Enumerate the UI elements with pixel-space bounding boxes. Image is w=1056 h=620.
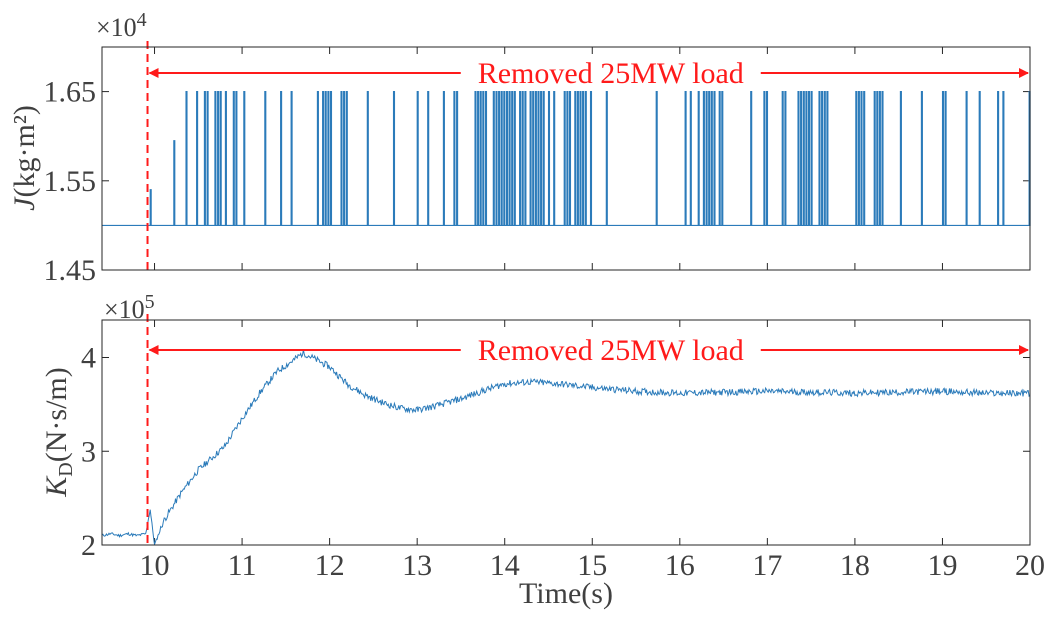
top-y-axis-title: J(kg·m²)	[8, 105, 41, 211]
top-exponent-base: ×10	[96, 13, 137, 42]
bottom-y-ticks: 2 3 4	[81, 342, 1030, 562]
bottom-xtick-label: 15	[577, 549, 607, 582]
bottom-y-axis-unit: (N·s/m)	[40, 367, 73, 462]
bottom-xtick-label: 13	[402, 549, 432, 582]
bottom-ytick-label: 2	[81, 529, 96, 562]
top-exponent-label: ×104	[96, 9, 147, 42]
bottom-exponent-base: ×10	[104, 295, 145, 324]
bottom-xtick-label: 10	[140, 549, 170, 582]
x-axis-title: Time(s)	[519, 577, 613, 610]
bottom-xtick-label: 20	[1015, 549, 1045, 582]
top-exponent-power: 4	[137, 9, 147, 31]
damping-panel: ×105 KD(N·s/m) 234 10 11 12 13 14 15 16 17 18 19 2…	[40, 291, 1045, 610]
bottom-exponent-power: 5	[145, 291, 155, 313]
bottom-exponent-label: ×105	[104, 291, 155, 324]
bottom-xtick-label: 11	[228, 549, 257, 582]
top-annotation-text: Removed 25MW load	[478, 57, 744, 90]
top-y-axis-unit: (kg·m²)	[8, 105, 41, 197]
bottom-xtick-label: 18	[840, 549, 870, 582]
bottom-y-axis-subscript: D	[55, 462, 77, 476]
bottom-series-line	[101, 349, 1031, 545]
bottom-annotation-text: Removed 25MW load	[478, 334, 744, 367]
bottom-axes-frame	[101, 319, 1031, 546]
bottom-y-axis-symbol: K	[40, 475, 73, 498]
bottom-ytick-label: 3	[81, 435, 96, 468]
bottom-xtick-label: 14	[490, 549, 520, 582]
top-y-axis-symbol: J	[8, 196, 41, 211]
bottom-annotation-background	[460, 336, 761, 364]
top-ytick-label: 1.45	[44, 254, 97, 287]
bottom-ytick-label: 4	[81, 342, 96, 375]
bottom-xtick-label: 16	[665, 549, 695, 582]
top-axes-frame	[101, 46, 1031, 271]
bottom-xtick-label: 12	[315, 549, 345, 582]
top-y-ticks: 1.45 1.55 1.65	[44, 76, 1030, 287]
top-ytick-label: 1.55	[44, 165, 97, 198]
top-annotation-background	[460, 59, 761, 87]
inertia-panel: ×104 J(kg·m²) 1.45 1.55 1.65 Removed 25MW …	[8, 9, 1031, 287]
bottom-x-ticks: 10 11 12 13 14 15 16 17 18 19 20	[140, 320, 1045, 582]
top-series-line	[102, 91, 1031, 226]
bottom-xtick-label: 19	[927, 549, 957, 582]
top-ytick-label: 1.65	[44, 76, 97, 109]
bottom-y-axis-title: KD(N·s/m)	[40, 367, 77, 497]
bottom-xtick-label: 17	[752, 549, 782, 582]
